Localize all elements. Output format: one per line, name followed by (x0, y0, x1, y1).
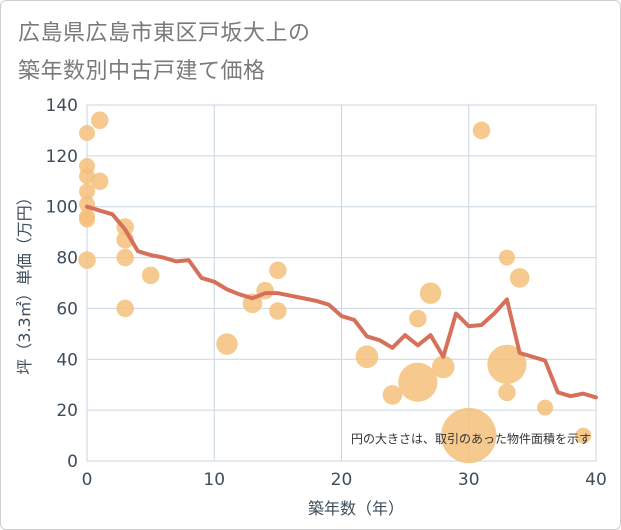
price-bubble (269, 261, 287, 280)
price-bubble (509, 268, 530, 288)
price-bubble (79, 183, 95, 200)
x-tick-label: 0 (82, 470, 93, 490)
price-bubble (79, 211, 95, 228)
price-bubble (441, 407, 497, 464)
x-axis-title: 築年数（年） (308, 499, 404, 518)
price-bubble (141, 266, 160, 285)
price-bubble (90, 111, 109, 130)
bubbles (78, 111, 592, 464)
x-tick-label: 20 (331, 470, 353, 490)
tick-labels: 0 10 20 30 40 0 20 40 60 80 100 120 140 (46, 96, 607, 490)
price-bubble (575, 427, 592, 444)
y-tick-label: 0 (67, 452, 78, 472)
price-bubble (116, 299, 134, 318)
price-bubble (472, 121, 491, 140)
y-tick-label: 20 (56, 401, 78, 421)
size-note: 円の大きさは、取引のあった物件面積を示す (351, 431, 591, 446)
y-tick-label: 60 (56, 299, 78, 319)
y-axis-title: 坪（3.3㎡）単価（万円） (15, 189, 34, 374)
chart-title-line-2: 築年数別中古戸建て価格 (18, 59, 266, 84)
y-tick-label: 80 (56, 249, 78, 269)
y-tick-label: 40 (56, 350, 78, 370)
price-bubble (537, 399, 554, 416)
x-tick-label: 10 (203, 470, 225, 490)
y-tick-label: 140 (46, 96, 78, 116)
price-bubble (79, 168, 95, 185)
price-bubble (431, 355, 455, 379)
price-bubble (498, 249, 515, 266)
price-bubble (269, 302, 287, 320)
price-bubble (409, 309, 427, 328)
x-tick-label: 40 (585, 470, 607, 490)
y-tick-label: 120 (46, 147, 78, 167)
y-tick-label: 100 (46, 198, 78, 218)
trend-line-group (85, 204, 598, 400)
price-bubble (90, 172, 109, 191)
price-bubble (487, 344, 527, 384)
price-bubble (216, 333, 238, 355)
price-bubble (355, 345, 379, 369)
chart-title-line-1: 広島県広島市東区戸坂大上の (18, 21, 311, 46)
grid (86, 104, 597, 462)
average-price-line (85, 204, 598, 400)
price-bubble (78, 251, 96, 269)
price-bubble (498, 383, 516, 402)
price-bubble (116, 248, 134, 267)
price-bubble (398, 362, 438, 402)
price-bubble (419, 282, 442, 304)
price-bubble (79, 124, 95, 141)
x-tick-label: 30 (458, 470, 480, 490)
price-bubble (382, 385, 403, 405)
